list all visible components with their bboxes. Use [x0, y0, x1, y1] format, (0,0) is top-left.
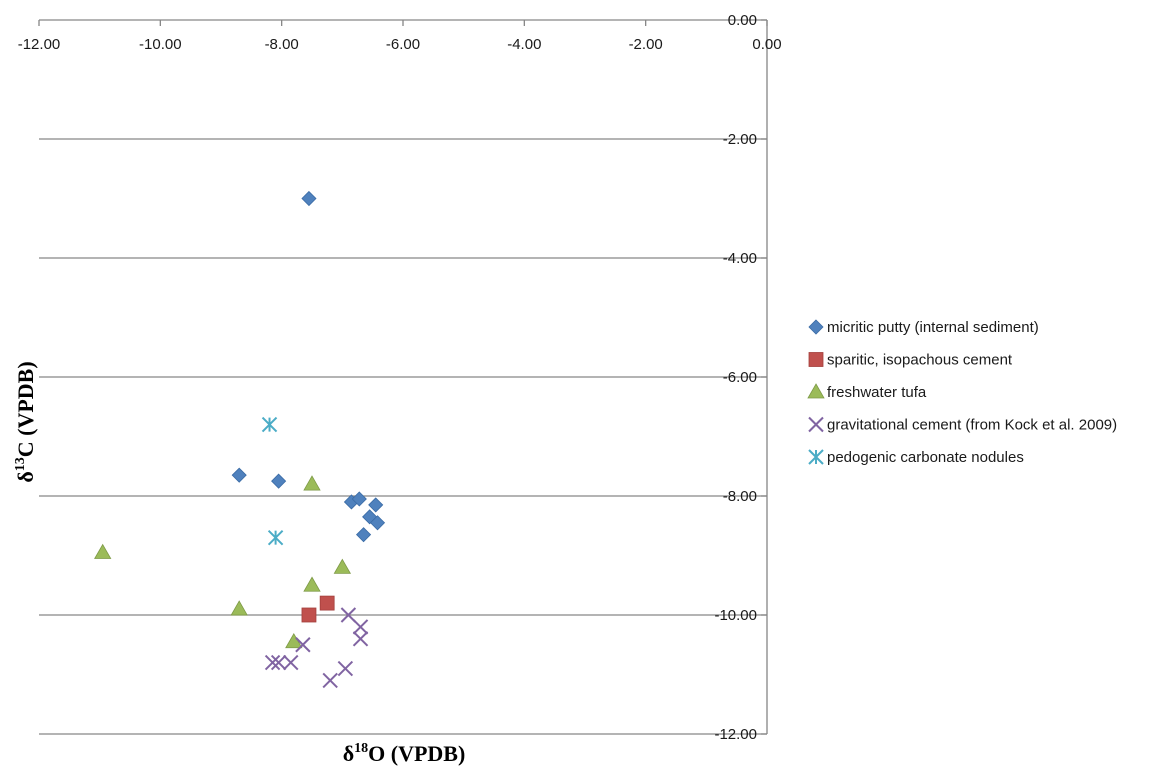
- data-point: [301, 607, 317, 623]
- x-axis-title-superscript: 18: [354, 741, 368, 756]
- data-points: [94, 190, 386, 689]
- legend-label: sparitic, isopachous cement: [827, 352, 1013, 369]
- data-point: [319, 595, 335, 611]
- data-point: [230, 600, 248, 616]
- axes: [38, 19, 768, 735]
- x-tick-label: -2.00: [629, 36, 663, 53]
- data-point: [301, 190, 317, 207]
- data-point: [267, 529, 284, 546]
- legend-marker: [808, 449, 824, 465]
- y-axis-title-base: C (VPDB): [13, 361, 38, 457]
- legend-item: freshwater tufa: [807, 383, 927, 401]
- x-axis-title-base: O (VPDB): [368, 741, 465, 766]
- y-tick-label: -12.00: [714, 726, 757, 743]
- y-axis-title-superscript: 13: [13, 457, 28, 471]
- legend-label: micritic putty (internal sediment): [827, 319, 1039, 336]
- x-tick-label: -6.00: [386, 36, 420, 53]
- axis-titles: δ18O (VPDB) δ13C (VPDB): [13, 361, 465, 766]
- legend-item: micritic putty (internal sediment): [808, 319, 1039, 336]
- y-tick-label: -10.00: [714, 607, 757, 624]
- tick-labels: -12.00 -10.00 -8.00 -6.00 -4.00 -2.00 0.00 0.00…: [18, 12, 782, 743]
- data-point: [351, 491, 367, 507]
- legend-marker: [808, 319, 824, 335]
- legend-item: pedogenic carbonate nodules: [808, 449, 1024, 466]
- series-diamond: [231, 190, 386, 543]
- series-x: [264, 607, 369, 689]
- legend-label: pedogenic carbonate nodules: [827, 449, 1024, 466]
- x-tick-label: -8.00: [265, 36, 299, 53]
- data-point: [303, 576, 321, 592]
- data-point: [271, 473, 287, 489]
- x-tick-label: 0.00: [752, 36, 781, 53]
- gridlines: [39, 138, 767, 735]
- y-tick-label: -8.00: [723, 488, 757, 505]
- data-point: [352, 631, 369, 647]
- data-point: [303, 475, 321, 491]
- data-point: [295, 637, 311, 653]
- y-axis-title-symbol: δ: [13, 471, 38, 482]
- y-tick-label: 0.00: [728, 12, 757, 29]
- data-point: [352, 619, 369, 635]
- series-asterisk: [261, 416, 284, 546]
- data-point: [322, 672, 338, 689]
- legend-item: gravitational cement (from Kock et al. 2…: [808, 416, 1117, 434]
- y-tick-label: -4.00: [723, 250, 757, 267]
- y-axis-title: δ13C (VPDB): [13, 361, 38, 482]
- data-point: [264, 654, 281, 671]
- x-axis-title-symbol: δ: [343, 741, 354, 766]
- legend-label: freshwater tufa: [827, 384, 927, 401]
- x-tick-label: -12.00: [18, 36, 61, 53]
- legend-item: sparitic, isopachous cement: [808, 352, 1013, 369]
- data-point: [231, 467, 247, 483]
- data-point: [333, 558, 352, 574]
- legend-marker: [807, 383, 825, 399]
- data-point: [368, 497, 384, 513]
- x-tick-label: -10.00: [139, 36, 182, 53]
- legend: micritic putty (internal sediment) sparit…: [807, 319, 1117, 466]
- y-tick-label: -2.00: [723, 131, 757, 148]
- data-point: [283, 654, 299, 671]
- data-point: [261, 416, 278, 433]
- legend-marker: [808, 416, 824, 433]
- legend-label: gravitational cement (from Kock et al. 2…: [827, 417, 1117, 434]
- legend-marker: [808, 352, 824, 367]
- y-tick-label: -6.00: [723, 369, 757, 386]
- data-point: [356, 527, 372, 543]
- data-point: [270, 654, 287, 671]
- data-point: [369, 515, 386, 531]
- x-axis-title: δ18O (VPDB): [343, 741, 466, 766]
- x-tick-label: -4.00: [507, 36, 541, 53]
- data-point: [340, 607, 357, 623]
- series-square: [301, 595, 335, 623]
- series-triangle: [94, 475, 352, 649]
- data-point: [94, 543, 112, 559]
- data-point: [337, 660, 354, 677]
